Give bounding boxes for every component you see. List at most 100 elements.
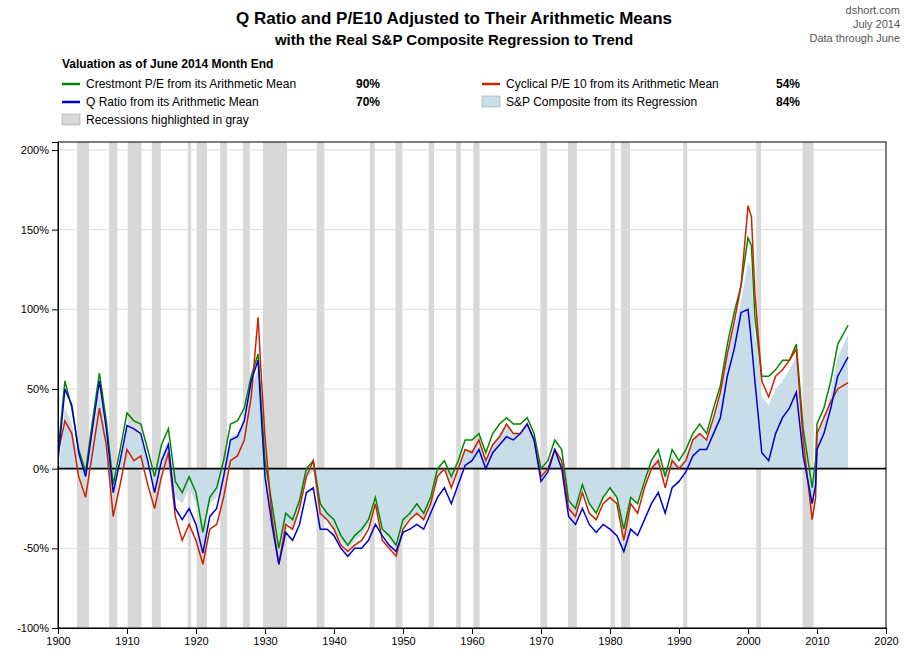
plot-frame [58,142,886,628]
tick-mark [541,628,542,634]
grid-line [58,388,886,389]
tick-label: 1900 [46,635,70,647]
recession-bands [77,142,814,628]
tick-mark [52,150,58,151]
legend-item: Crestmont P/E from its Arithmetic Mean 90… [62,77,380,91]
legend-value: 90% [356,77,380,91]
legend-item: Q Ratio from its Arithmetic Mean 70% [62,95,380,109]
axis-line [59,629,887,635]
tick-mark [403,628,404,634]
tick-label: 1940 [322,635,346,647]
tick: 1990 [667,628,691,647]
tick-mark [52,628,58,629]
tick-label: 0% [33,463,49,475]
tick-label: 100% [21,303,49,315]
recession-band [540,142,547,628]
legend-value: 70% [356,95,380,109]
legend-swatch [62,101,80,104]
recession-band [370,142,375,628]
tick-mark [52,389,58,390]
legend-label: S&P Composite from its Regression [506,95,697,109]
tick-label: 150% [21,224,49,236]
tick-label: 1910 [115,635,139,647]
recession-band [456,142,461,628]
legend-label: Cyclical P/E 10 from its Arithmetic Mean [506,77,719,91]
tick: 100% [21,303,58,315]
recession-band [220,142,227,628]
recession-band [473,142,479,628]
tick-label: 2000 [736,635,760,647]
tick-label: -50% [23,542,49,554]
legend-item: Recessions highlighted in gray [62,113,249,127]
recession-band [128,142,142,628]
legend-label: Crestmont P/E from its Arithmetic Mean [86,77,296,91]
tick-mark [52,230,58,231]
tick-label: 1960 [460,635,484,647]
recession-band [317,142,325,628]
source-note: dshort.com [846,4,900,16]
recession-band [429,142,435,628]
grid-line [58,149,886,150]
y-axis: -100% -50% 0% 50% 100% 150% 200% [17,143,58,635]
tick-mark [817,628,818,634]
legend-title: Valuation as of June 2014 Month End [62,57,273,71]
tick-mark [52,309,58,310]
tick-mark [748,628,749,634]
tick: 50% [27,383,58,395]
tick: -100% [17,622,58,634]
tick-mark [52,469,58,470]
line [58,238,848,549]
legend-swatch [482,83,500,86]
tick: 2000 [736,628,760,647]
tick: -50% [23,542,58,554]
tick-label: 200% [21,144,49,156]
source-note: Data through June [809,32,900,44]
grid-line [58,229,886,230]
recession-band [109,142,117,628]
zero-line [58,468,886,470]
tick: 1920 [184,628,208,647]
legend-value: 84% [776,95,800,109]
legend-swatch [482,96,500,107]
tick-label: 2010 [805,635,829,647]
recession-band [197,142,207,628]
tick: 1930 [253,628,277,647]
tick-label: 1990 [667,635,691,647]
legend-label: Q Ratio from its Arithmetic Mean [86,95,259,109]
recession-band [611,142,615,628]
legend-item: S&P Composite from its Regression 84% [482,95,800,109]
tick: 200% [21,144,58,156]
tick-label: 50% [27,383,49,395]
recession-band [683,142,687,628]
legend-swatch [62,114,80,125]
x-axis: 1900191019201930194019501960197019801990… [46,628,898,647]
tick: 2010 [805,628,829,647]
tick-label: 1950 [391,635,415,647]
tick: 1970 [529,628,553,647]
tick: 1900 [46,628,70,647]
recession-band [188,142,191,628]
tick-mark [886,628,887,634]
tick-mark [472,628,473,634]
legend-value: 54% [776,77,800,91]
tick-mark [679,628,680,634]
recession-band [152,142,161,628]
legend-swatch [62,83,80,86]
tick-label: 1930 [253,635,277,647]
tick: 1910 [115,628,139,647]
recession-band [568,142,577,628]
tick-label: 2020 [874,635,898,647]
tick-mark [334,628,335,634]
annotation: Recessions highlighted in gray [86,113,249,127]
tick-mark [610,628,611,634]
line [58,309,848,564]
tick-mark [196,628,197,634]
chart: 1900191019201930194019501960197019801990… [0,0,908,662]
tick: 1950 [391,628,415,647]
recession-band [803,142,814,628]
tick-label: 1920 [184,635,208,647]
line [58,206,848,565]
grid-line [58,309,886,310]
legend-item: Cyclical P/E 10 from its Arithmetic Mean… [482,77,800,91]
tick-label: -100% [17,622,49,634]
